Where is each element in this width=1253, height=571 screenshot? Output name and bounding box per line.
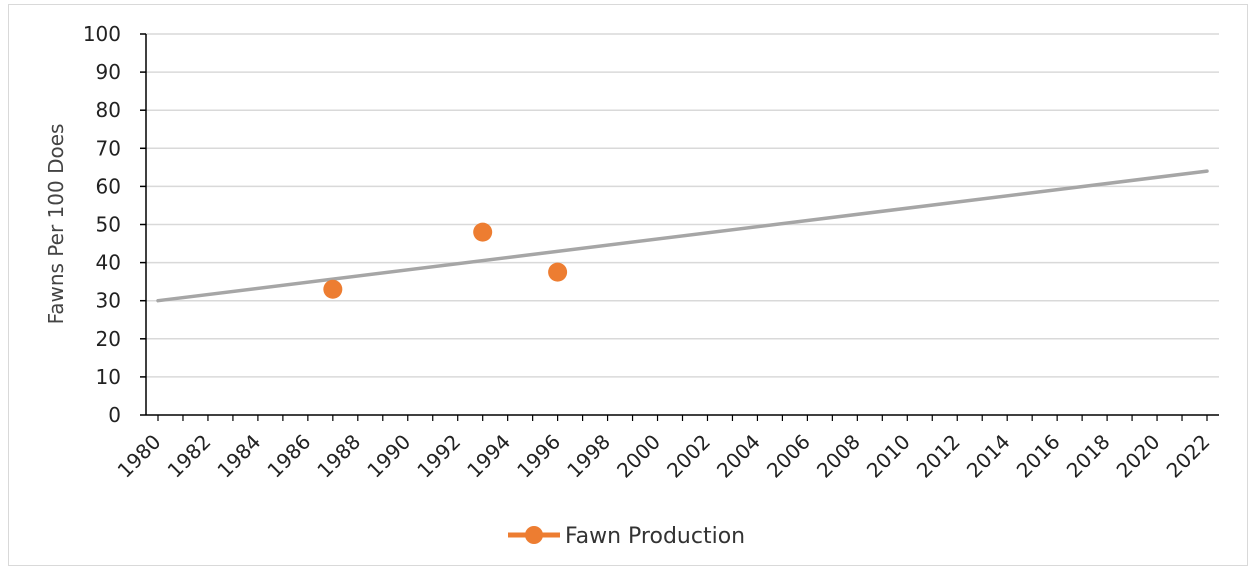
y-tick-label-10: 10 xyxy=(96,365,121,389)
y-tick-label-100: 100 xyxy=(83,22,121,46)
x-tick-label-1992: 1992 xyxy=(412,430,465,483)
x-tick-label-2020: 2020 xyxy=(1112,430,1165,483)
y-tick-label-0: 0 xyxy=(108,403,121,427)
tick-labels: 0102030405060708090100198019821984198619… xyxy=(83,22,1215,483)
x-tick-label-2004: 2004 xyxy=(712,430,765,483)
x-tick-label-1990: 1990 xyxy=(362,430,415,483)
trendline xyxy=(156,169,1209,303)
y-tick-label-80: 80 xyxy=(96,98,121,122)
x-tick-label-2018: 2018 xyxy=(1062,430,1115,483)
legend-label: Fawn Production xyxy=(565,524,745,549)
legend: Fawn Production xyxy=(508,524,745,549)
x-tick-label-1994: 1994 xyxy=(462,430,515,483)
trendline-layer xyxy=(156,169,1209,303)
chart-frame xyxy=(8,4,1248,566)
x-tick-label-2014: 2014 xyxy=(962,430,1015,483)
x-tick-label-2022: 2022 xyxy=(1162,430,1215,483)
x-tick-label-2008: 2008 xyxy=(812,430,865,483)
x-tick-label-1988: 1988 xyxy=(312,430,365,483)
y-tick-label-60: 60 xyxy=(96,174,121,198)
data-point-1987 xyxy=(323,279,343,299)
y-tick-label-50: 50 xyxy=(96,213,121,237)
gridlines xyxy=(146,33,1219,378)
y-tick-label-20: 20 xyxy=(96,327,121,351)
x-tick-label-1996: 1996 xyxy=(512,430,565,483)
axes xyxy=(140,33,1219,421)
x-tick-label-2016: 2016 xyxy=(1012,430,1065,483)
x-tick-label-2012: 2012 xyxy=(912,430,965,483)
y-tick-label-70: 70 xyxy=(96,136,121,160)
y-axis-title: Fawns Per 100 Does xyxy=(44,124,68,325)
x-tick-label-2010: 2010 xyxy=(862,430,915,483)
x-tick-label-1986: 1986 xyxy=(262,430,315,483)
x-tick-label-2000: 2000 xyxy=(612,430,665,483)
data-point-1996 xyxy=(548,262,568,282)
x-tick-label-1998: 1998 xyxy=(562,430,615,483)
data-point-1993 xyxy=(473,222,493,242)
x-tick-label-1982: 1982 xyxy=(163,430,216,483)
y-tick-label-40: 40 xyxy=(96,251,121,275)
x-tick-label-1984: 1984 xyxy=(212,430,265,483)
y-tick-label-30: 30 xyxy=(96,289,121,313)
x-tick-label-2002: 2002 xyxy=(662,430,715,483)
x-tick-label-1980: 1980 xyxy=(113,430,166,483)
y-tick-label-90: 90 xyxy=(96,60,121,84)
legend-marker-swatch xyxy=(525,526,543,544)
x-tick-label-2006: 2006 xyxy=(762,430,815,483)
data-points xyxy=(323,222,568,299)
